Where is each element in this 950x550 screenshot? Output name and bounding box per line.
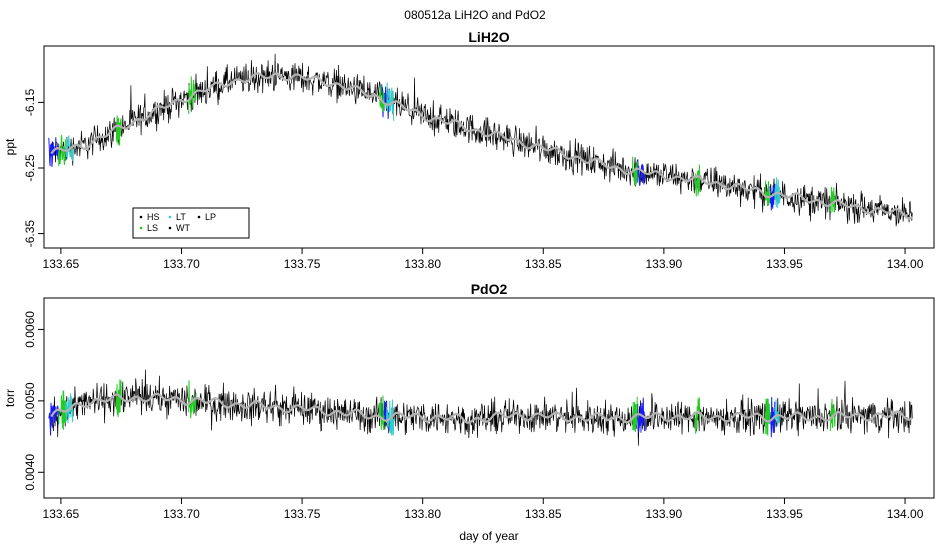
- legend-label-ls: LS: [147, 223, 158, 233]
- legend-marker-wt: [168, 226, 172, 230]
- pdo2-y-tick-label: 0.0050: [23, 382, 37, 419]
- pdo2-x-tick-label: 133.80: [404, 507, 441, 521]
- legend-label-wt: WT: [176, 223, 190, 233]
- pdo2-y-label: torr: [3, 389, 17, 407]
- lih2o-ls-segment-1: [115, 115, 122, 146]
- lih2o-smoothed-line: [50, 72, 913, 220]
- lih2o-y-tick-label: -6.35: [23, 220, 37, 248]
- lih2o-ls-segment-3: [378, 84, 385, 113]
- pdo2-x-tick-label: 133.70: [163, 507, 200, 521]
- pdo2-panel: PdO2 133.65 133.70 133.75 133.80 133.85 133.9…: [3, 281, 935, 543]
- lih2o-ls-segment-7: [829, 186, 836, 213]
- pdo2-lt-segment-2: [774, 399, 781, 427]
- pdo2-x-tick-label: 134.00: [887, 507, 924, 521]
- legend-box: [132, 207, 250, 239]
- pdo2-y-axis: 0.0040 0.0050 0.0060: [23, 311, 44, 491]
- legend-marker-ls: [139, 226, 143, 230]
- lih2o-x-tick-label: 133.65: [43, 257, 80, 271]
- pdo2-x-tick-label: 133.85: [525, 507, 562, 521]
- lih2o-x-tick-label: 133.70: [163, 257, 200, 271]
- pdo2-y-tick-label: 0.0040: [23, 454, 37, 491]
- lih2o-ls-segment-6: [764, 180, 771, 207]
- lih2o-data: [48, 53, 913, 227]
- lih2o-x-axis: 133.65 133.70 133.75 133.80 133.85 133.90 133.…: [43, 248, 924, 271]
- pdo2-raw-series-line: [50, 369, 913, 446]
- pdo2-ls-segment-5: [694, 397, 701, 434]
- legend-label-lp: LP: [205, 212, 216, 222]
- legend-label-lt: LT: [176, 212, 186, 222]
- pdo2-ls-segment-6: [764, 398, 771, 436]
- pdo2-ls-segment-7: [829, 398, 836, 432]
- lih2o-panel: LiH2O 133.65 133.70 133.75 133.80 133.85 133.…: [3, 29, 935, 271]
- pdo2-lt-segment-0: [65, 393, 74, 424]
- pdo2-x-tick-label: 133.65: [43, 507, 80, 521]
- lih2o-ls-segment-5: [694, 164, 701, 197]
- pdo2-ls-segment-3: [378, 395, 385, 431]
- pdo2-plot-frame: [43, 297, 935, 499]
- legend-marker-hs: [139, 215, 143, 219]
- lih2o-y-label: ppt: [3, 138, 17, 155]
- pdo2-title: PdO2: [471, 281, 508, 297]
- lih2o-plot-frame: [43, 45, 935, 249]
- lih2o-hs-segment-0: [48, 137, 59, 167]
- legend-marker-lp: [197, 215, 201, 219]
- figure-title: 080512a LiH2O and PdO2: [404, 8, 546, 22]
- lih2o-x-tick-label: 133.75: [284, 257, 321, 271]
- pdo2-lt-segment-1: [386, 399, 395, 436]
- pdo2-hs-segment-3: [769, 397, 776, 438]
- lih2o-x-tick-label: 133.95: [766, 257, 803, 271]
- pdo2-x-axis: 133.65 133.70 133.75 133.80 133.85 133.90 133.…: [43, 498, 924, 521]
- pdo2-hs-segment-2: [636, 397, 646, 433]
- pdo2-x-tick-label: 133.90: [646, 507, 683, 521]
- lih2o-y-axis: -6.15 -6.25 -6.35: [23, 88, 44, 247]
- lih2o-y-tick-label: -6.25: [23, 154, 37, 182]
- pdo2-x-tick-label: 133.95: [766, 507, 803, 521]
- lih2o-y-tick-label: -6.15: [23, 88, 37, 116]
- legend-marker-lt: [168, 215, 172, 219]
- lih2o-raw-series-line: [50, 53, 913, 227]
- legend-label-hs: HS: [147, 212, 160, 222]
- lih2o-title: LiH2O: [468, 29, 509, 45]
- lih2o-ls-segment-0: [58, 134, 66, 167]
- lih2o-x-tick-label: 133.80: [404, 257, 441, 271]
- lih2o-x-tick-label: 133.85: [525, 257, 562, 271]
- lih2o-x-tick-label: 133.90: [646, 257, 683, 271]
- pdo2-ls-segment-4: [632, 396, 638, 433]
- pdo2-x-tick-label: 133.75: [284, 507, 321, 521]
- pdo2-y-tick-label: 0.0060: [23, 311, 37, 348]
- lih2o-x-tick-label: 134.00: [887, 257, 924, 271]
- pdo2-x-label: day of year: [459, 529, 518, 543]
- pdo2-data: [48, 369, 913, 446]
- lih2o-lt-segment-0: [65, 135, 74, 162]
- pdo2-ls-segment-1: [115, 379, 122, 418]
- lih2o-legend: HS LS LT WT LP: [132, 207, 250, 239]
- pdo2-smoothed-line: [50, 392, 913, 424]
